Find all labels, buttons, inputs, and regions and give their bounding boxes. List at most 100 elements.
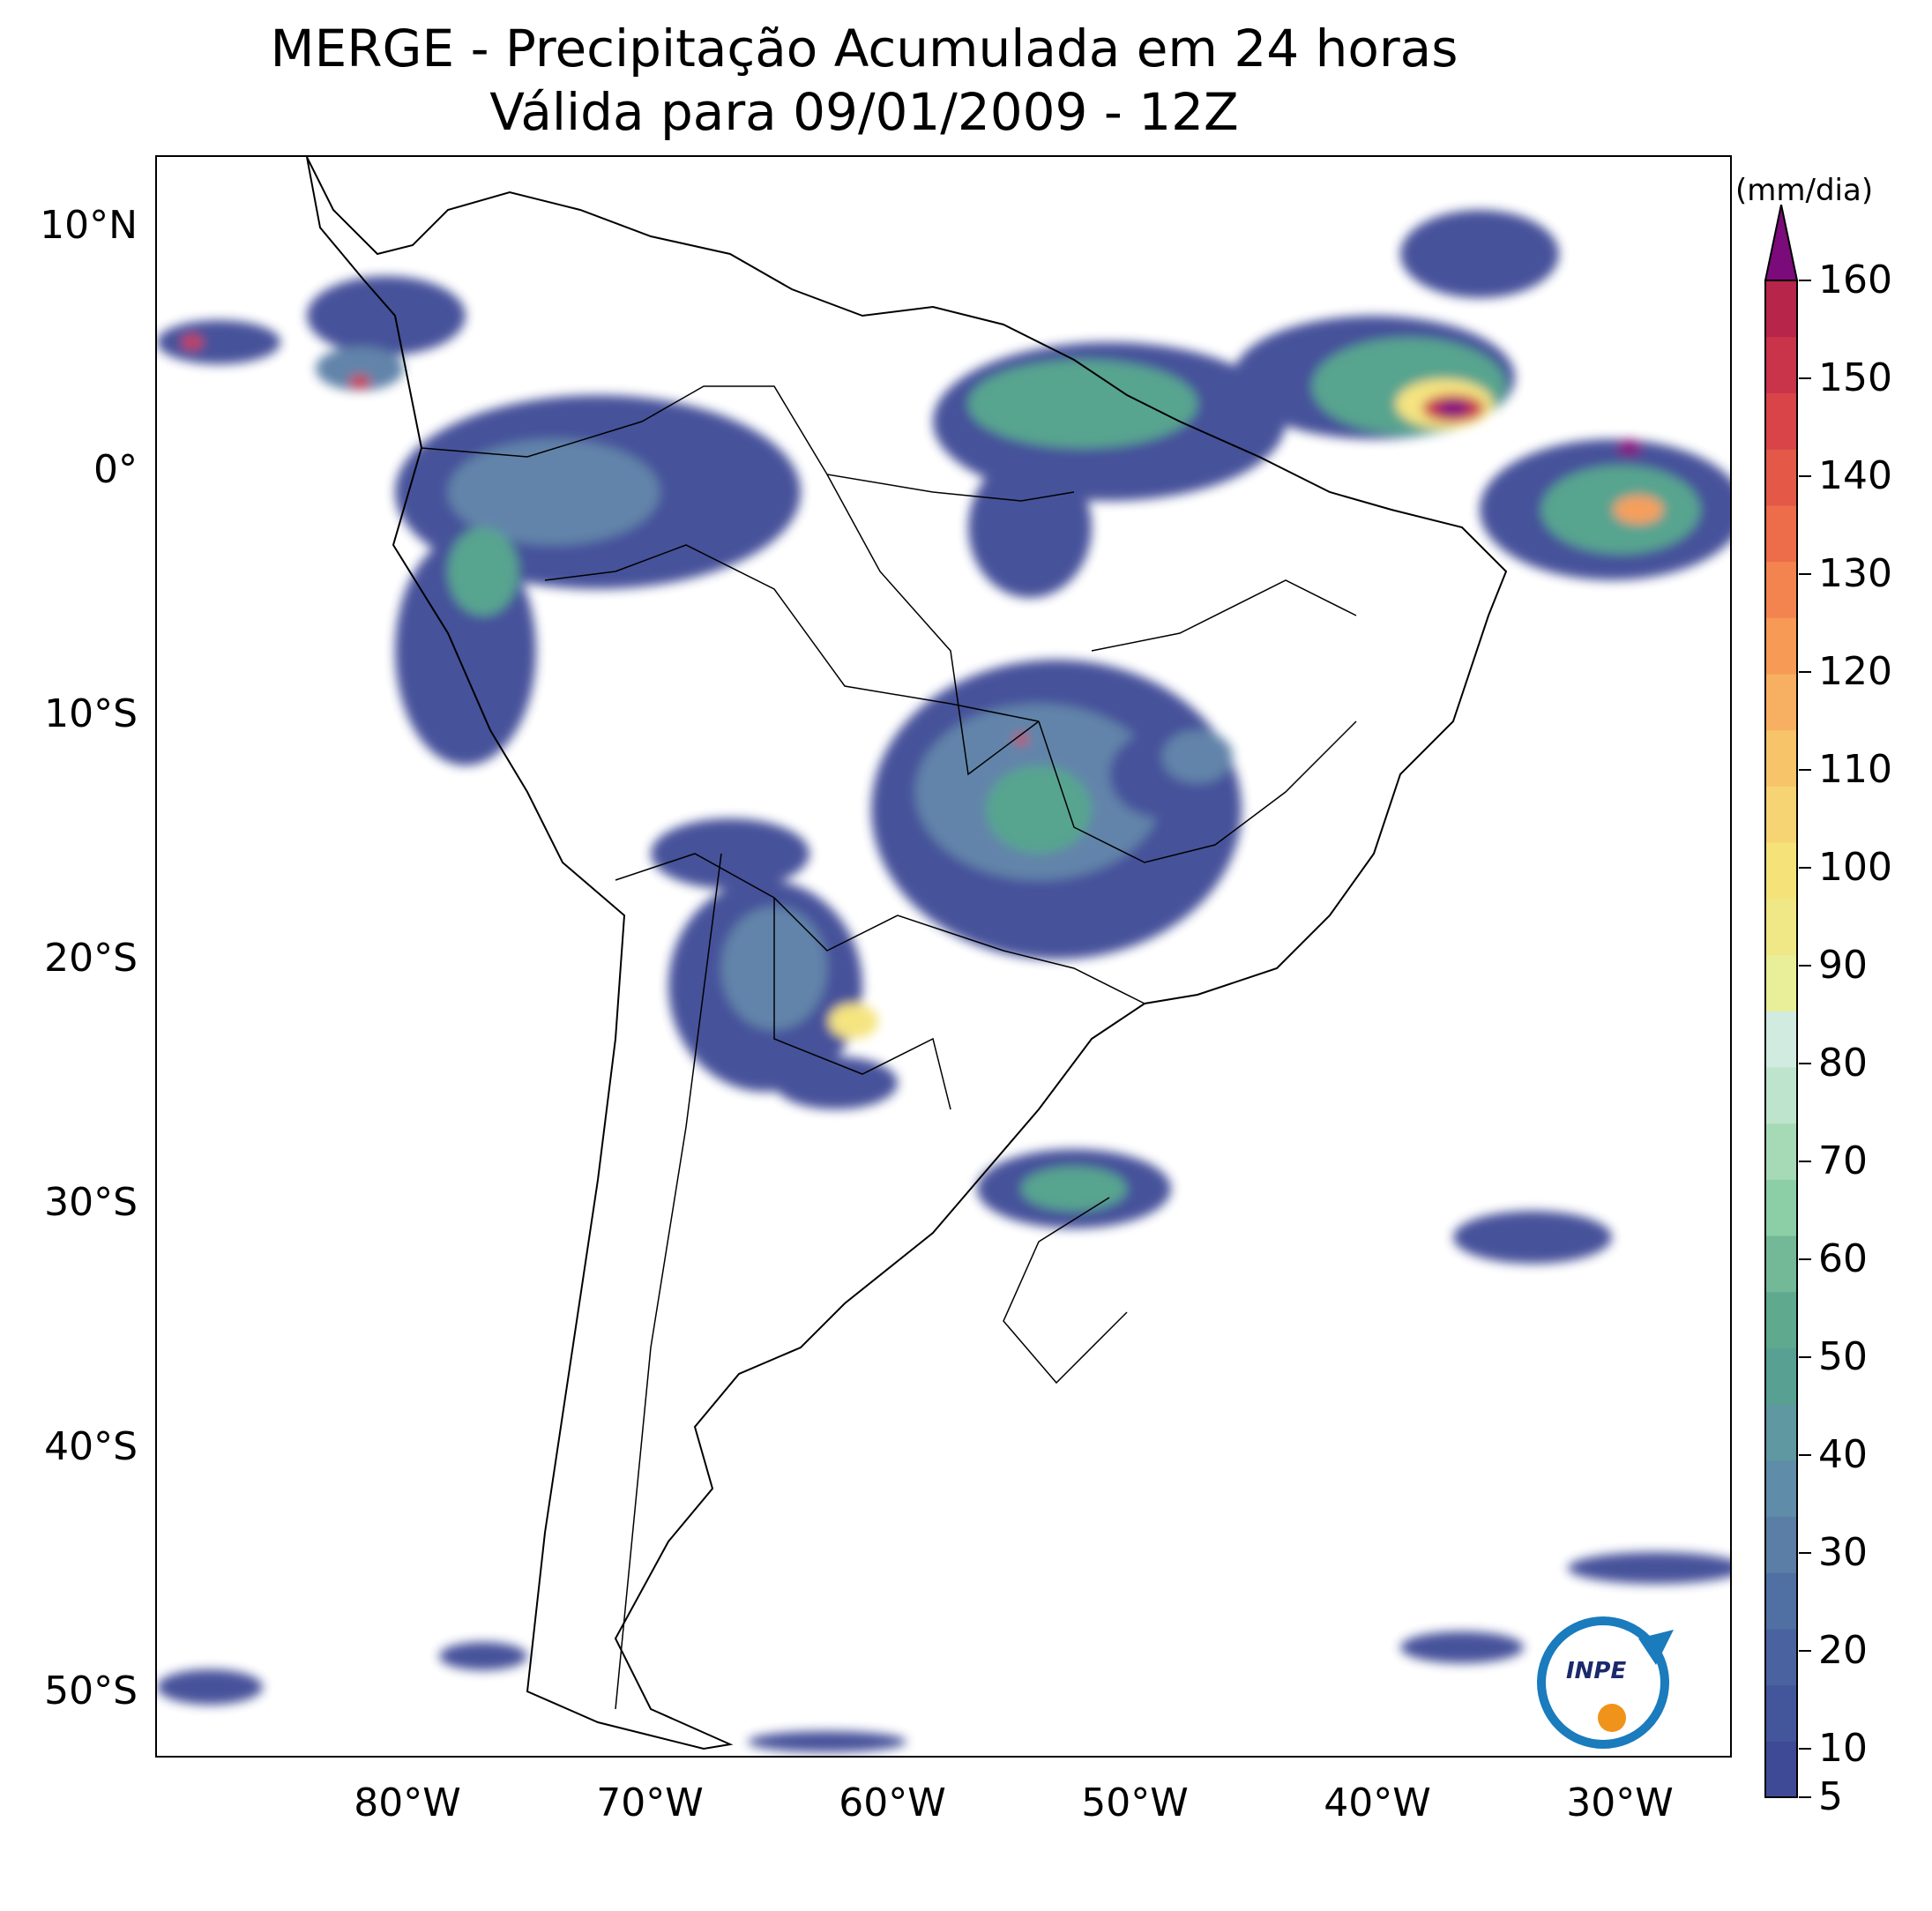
colorbar-band bbox=[1765, 1684, 1797, 1742]
colorbar-band bbox=[1765, 1459, 1797, 1518]
colorbar-tick-mark bbox=[1799, 670, 1811, 673]
south-america-coastline bbox=[306, 157, 1508, 1751]
colorbar-tick-label: 50 bbox=[1818, 1333, 1868, 1379]
logo-arrow bbox=[1638, 1630, 1674, 1665]
rain-area bbox=[316, 347, 404, 391]
colorbar-tick-label: 130 bbox=[1818, 550, 1892, 596]
colorbar-tick-label: 80 bbox=[1818, 1040, 1868, 1086]
rain-area bbox=[448, 439, 660, 545]
chart-title-line1: MERGE - Precipitação Acumulada em 24 hor… bbox=[270, 19, 1458, 78]
colorbar-band bbox=[1765, 1235, 1797, 1293]
rain-area bbox=[1014, 734, 1028, 744]
logo-orbit bbox=[1537, 1616, 1669, 1749]
colorbar-band bbox=[1765, 617, 1797, 675]
colorbar-band bbox=[1765, 561, 1797, 618]
rain-area bbox=[986, 765, 1092, 854]
rain-area bbox=[448, 527, 518, 616]
lat-label: 10°N bbox=[40, 203, 138, 248]
lat-label: 50°S bbox=[44, 1668, 138, 1713]
colorbar-tick-label: 40 bbox=[1818, 1431, 1868, 1477]
rain-area bbox=[1453, 1211, 1612, 1264]
colorbar-band bbox=[1765, 1572, 1797, 1630]
border-line bbox=[615, 853, 722, 1710]
colorbar-band bbox=[1765, 1404, 1797, 1461]
rain-area bbox=[307, 276, 466, 355]
rain-area bbox=[1021, 1167, 1127, 1211]
colorbar bbox=[1764, 205, 1799, 1798]
lon-label: 60°W bbox=[839, 1780, 946, 1825]
rain-area bbox=[968, 360, 1197, 448]
colorbar-tick-mark bbox=[1799, 1453, 1811, 1456]
lat-label: 0° bbox=[93, 447, 138, 492]
colorbar-tick-label: 140 bbox=[1818, 452, 1892, 498]
colorbar-band bbox=[1765, 1347, 1797, 1405]
colorbar-band bbox=[1765, 1011, 1797, 1068]
border-line bbox=[544, 544, 1040, 722]
colorbar-tick-label: 60 bbox=[1818, 1235, 1868, 1281]
colorbar-tick-mark bbox=[1799, 1258, 1811, 1260]
border-line bbox=[1091, 579, 1357, 652]
colorbar-tick-label: 150 bbox=[1818, 355, 1892, 400]
colorbar-tick-label: 30 bbox=[1818, 1529, 1868, 1575]
rain-area bbox=[1162, 730, 1233, 783]
lat-label: 20°S bbox=[44, 936, 138, 981]
colorbar-tick-mark bbox=[1799, 964, 1811, 967]
colorbar-outline bbox=[1764, 280, 1798, 1798]
colorbar-tick-mark bbox=[1799, 1062, 1811, 1064]
colorbar-band bbox=[1765, 1741, 1797, 1798]
rain-area bbox=[1400, 210, 1559, 298]
colorbar-extend-arrow bbox=[1764, 205, 1799, 281]
colorbar-tick-mark bbox=[1799, 1747, 1811, 1750]
colorbar-tick-mark bbox=[1799, 280, 1811, 281]
colorbar-tick-label: 160 bbox=[1818, 258, 1892, 302]
lat-label: 10°S bbox=[44, 691, 138, 736]
colorbar-tick-label: 100 bbox=[1818, 844, 1892, 890]
rain-area bbox=[651, 818, 809, 889]
colorbar-band bbox=[1765, 280, 1797, 338]
colorbar-tick-label: 10 bbox=[1818, 1725, 1868, 1771]
colorbar-tick-label: 120 bbox=[1818, 648, 1892, 694]
colorbar-tick-mark bbox=[1799, 866, 1811, 869]
colorbar-tick-mark bbox=[1799, 572, 1811, 575]
rain-area bbox=[1614, 496, 1663, 524]
rain-area bbox=[157, 1669, 263, 1705]
colorbar-band bbox=[1765, 842, 1797, 900]
rain-area bbox=[968, 457, 1092, 598]
logo-sun bbox=[1598, 1704, 1626, 1732]
colorbar-tick-label: 90 bbox=[1818, 942, 1868, 988]
colorbar-band bbox=[1765, 898, 1797, 956]
rain-area bbox=[829, 1004, 878, 1039]
colorbar-tick-mark bbox=[1799, 1355, 1811, 1358]
rain-area bbox=[1568, 1552, 1730, 1584]
colorbar-tick-mark bbox=[1799, 1160, 1811, 1162]
colorbar-band bbox=[1765, 1516, 1797, 1573]
colorbar-band bbox=[1765, 954, 1797, 1011]
colorbar-tick-mark bbox=[1799, 1796, 1811, 1798]
rain-area bbox=[439, 1642, 527, 1670]
lon-label: 70°W bbox=[596, 1780, 704, 1825]
colorbar-unit: (mm/dia) bbox=[1735, 173, 1874, 208]
border-line bbox=[615, 853, 1004, 952]
border-line bbox=[421, 385, 1075, 502]
colorbar-band bbox=[1765, 1123, 1797, 1180]
colorbar-band bbox=[1765, 1628, 1797, 1686]
rain-area bbox=[1400, 1631, 1524, 1663]
country-borders bbox=[421, 385, 1357, 1710]
lon-label: 80°W bbox=[354, 1780, 461, 1825]
colorbar-band bbox=[1765, 1066, 1797, 1124]
colorbar-tick-mark bbox=[1799, 768, 1811, 771]
colorbar-tick-mark bbox=[1799, 474, 1811, 477]
border-line bbox=[826, 474, 1040, 776]
lat-label: 30°S bbox=[44, 1180, 138, 1225]
colorbar-band bbox=[1765, 504, 1797, 563]
colorbar-band bbox=[1765, 673, 1797, 731]
rain-area bbox=[774, 1056, 898, 1109]
colorbar-tick-mark bbox=[1799, 1551, 1811, 1554]
rain-area bbox=[182, 335, 203, 349]
border-line bbox=[1038, 720, 1357, 863]
colorbar-band bbox=[1765, 1179, 1797, 1236]
colorbar-band bbox=[1765, 336, 1797, 394]
lon-label: 30°W bbox=[1566, 1780, 1674, 1825]
colorbar-tick-mark bbox=[1799, 377, 1811, 379]
colorbar-band bbox=[1765, 1291, 1797, 1348]
